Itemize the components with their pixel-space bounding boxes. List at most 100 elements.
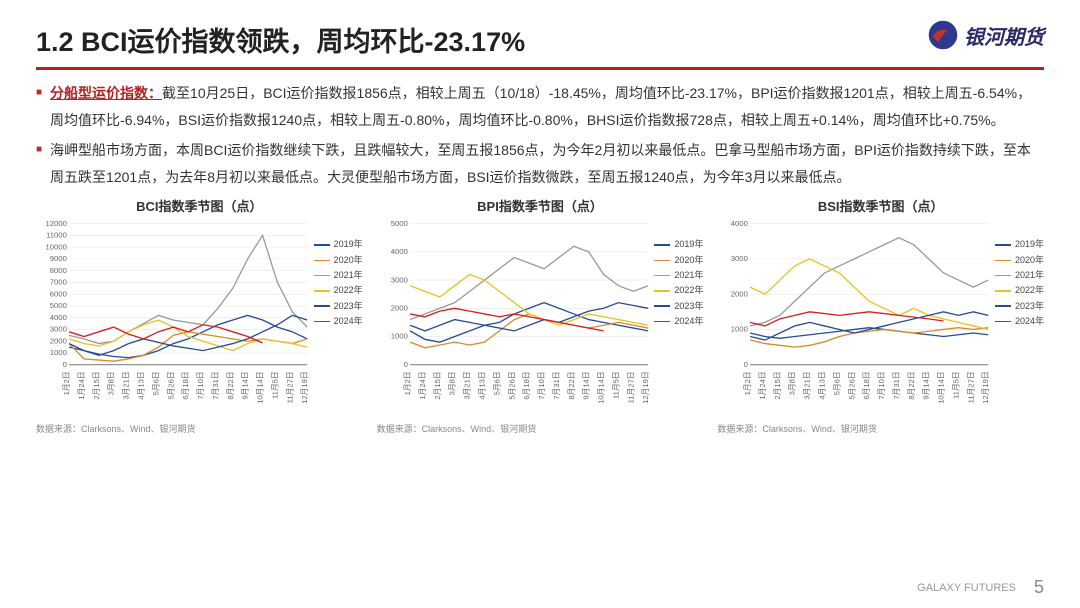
svg-text:0: 0 (403, 360, 407, 369)
svg-text:12月19日: 12月19日 (300, 372, 309, 405)
svg-text:9月14日: 9月14日 (241, 372, 250, 400)
svg-text:5月26日: 5月26日 (507, 372, 516, 400)
chart-source: 数据来源：Clarksons、Wind、银河期货 (377, 422, 704, 435)
legend-item: 2021年 (654, 268, 703, 283)
svg-text:7月31日: 7月31日 (211, 372, 220, 400)
svg-text:0: 0 (63, 360, 67, 369)
svg-text:2月15日: 2月15日 (92, 372, 101, 400)
svg-text:11000: 11000 (46, 231, 67, 240)
svg-text:4月13日: 4月13日 (137, 372, 146, 400)
svg-text:2000: 2000 (50, 337, 67, 346)
svg-text:2000: 2000 (390, 304, 407, 313)
legend-item: 2019年 (314, 237, 363, 252)
body-content: 分船型运价指数：截至10月25日，BCI运价指数报1856点，相较上周五（10/… (36, 80, 1044, 190)
svg-text:12000: 12000 (45, 219, 66, 228)
svg-text:9月14日: 9月14日 (922, 372, 931, 400)
chart-title: BSI指数季节图（点） (717, 196, 1044, 215)
svg-text:11月5日: 11月5日 (952, 372, 961, 400)
svg-text:1月2日: 1月2日 (743, 372, 752, 396)
chart-legend: 2019年2020年2021年2022年2023年2024年 (993, 217, 1044, 415)
svg-text:10000: 10000 (45, 243, 66, 252)
bullet-1-text: 截至10月25日，BCI运价指数报1856点，相较上周五（10/18）-18.4… (50, 85, 1031, 128)
chart-svg: 0100020003000400050001月2日1月24日2月15日3月8日3… (377, 217, 653, 415)
chart-source: 数据来源：Clarksons、Wind、银河期货 (717, 422, 1044, 435)
svg-text:9月14日: 9月14日 (581, 372, 590, 400)
svg-text:10月14日: 10月14日 (596, 372, 605, 405)
svg-text:3月8日: 3月8日 (788, 372, 797, 396)
svg-text:5月26日: 5月26日 (166, 372, 175, 400)
svg-text:1月24日: 1月24日 (418, 372, 427, 400)
chart-svg: 010002000300040001月2日1月24日2月15日3月8日3月21日… (717, 217, 993, 415)
brand-logo: 银河期货 (928, 20, 1044, 50)
svg-text:5月26日: 5月26日 (848, 372, 857, 400)
svg-text:5000: 5000 (390, 219, 407, 228)
legend-item: 2023年 (314, 299, 363, 314)
svg-text:5月6日: 5月6日 (833, 372, 842, 396)
svg-text:11月27日: 11月27日 (285, 372, 294, 404)
svg-text:3月21日: 3月21日 (803, 372, 812, 400)
svg-text:2000: 2000 (731, 290, 748, 299)
svg-text:3000: 3000 (390, 276, 407, 285)
svg-text:4月13日: 4月13日 (818, 372, 827, 400)
svg-text:7月10日: 7月10日 (196, 372, 205, 400)
svg-text:6月18日: 6月18日 (862, 372, 871, 400)
svg-text:3月8日: 3月8日 (447, 372, 456, 396)
svg-text:9000: 9000 (50, 254, 67, 263)
legend-item: 2022年 (995, 283, 1044, 298)
svg-text:7000: 7000 (50, 278, 67, 287)
svg-text:8000: 8000 (50, 266, 67, 275)
svg-text:1月2日: 1月2日 (62, 372, 71, 396)
bullet-2: 海岬型船市场方面，本周BCI运价指数继续下跌，且跌幅较大，至周五报1856点，为… (36, 137, 1044, 190)
chart-block-0: BCI指数季节图（点）01000200030004000500060007000… (36, 196, 363, 434)
legend-item: 2022年 (654, 283, 703, 298)
legend-item: 2023年 (654, 299, 703, 314)
svg-text:2月15日: 2月15日 (773, 372, 782, 400)
charts-row: BCI指数季节图（点） 0 1000 2000 3000 4000 5000 6000 7000… (36, 196, 1044, 434)
brand-logo-text: 银河期货 (964, 21, 1044, 50)
chart-block-2: BSI指数季节图（点）010002000300040001月2日1月24日2月1… (717, 196, 1044, 434)
galaxy-logo-icon (928, 20, 958, 50)
legend-item: 2024年 (995, 314, 1044, 329)
footer: GALAXY FUTURES 5 (917, 577, 1044, 598)
chart-title: BPI指数季节图（点） (377, 196, 704, 215)
svg-text:4000: 4000 (731, 219, 748, 228)
svg-text:6月18日: 6月18日 (181, 372, 190, 400)
legend-item: 2019年 (995, 237, 1044, 252)
svg-text:7月10日: 7月10日 (877, 372, 886, 400)
legend-item: 2024年 (654, 314, 703, 329)
page-number: 5 (1034, 577, 1044, 598)
footer-brand: GALAXY FUTURES (917, 582, 1016, 594)
legend-item: 2020年 (654, 253, 703, 268)
slide: 1.2 BCI运价指数领跌，周均环比-23.17% 银河期货 分船型运价指数：截… (0, 0, 1080, 608)
svg-text:6000: 6000 (50, 290, 67, 299)
bullet-1: 分船型运价指数：截至10月25日，BCI运价指数报1856点，相较上周五（10/… (36, 80, 1044, 133)
chart-legend: 2019年2020年2021年2022年2023年2024年 (652, 217, 703, 415)
svg-text:10月14日: 10月14日 (256, 372, 265, 405)
svg-text:3月21日: 3月21日 (122, 372, 131, 400)
svg-text:11月27日: 11月27日 (967, 372, 976, 404)
svg-text:12月19日: 12月19日 (641, 372, 650, 405)
svg-text:7月31日: 7月31日 (552, 372, 561, 400)
bullet-1-lead: 分船型运价指数： (50, 85, 162, 101)
svg-text:1000: 1000 (50, 349, 67, 358)
svg-text:1月24日: 1月24日 (77, 372, 86, 400)
svg-text:1000: 1000 (390, 332, 407, 341)
legend-item: 2021年 (314, 268, 363, 283)
svg-text:8月22日: 8月22日 (566, 372, 575, 400)
svg-text:11月5日: 11月5日 (611, 372, 620, 400)
chart-legend: 2019年2020年2021年2022年2023年2024年 (312, 217, 363, 415)
chart-svg: 0100020003000400050006000700080009000100… (36, 217, 312, 415)
svg-text:8月22日: 8月22日 (226, 372, 235, 400)
svg-text:4月13日: 4月13日 (477, 372, 486, 400)
svg-text:2月15日: 2月15日 (433, 372, 442, 400)
svg-text:3月21日: 3月21日 (462, 372, 471, 400)
svg-text:3000: 3000 (50, 325, 67, 334)
legend-item: 2021年 (995, 268, 1044, 283)
bullet-2-text: 海岬型船市场方面，本周BCI运价指数继续下跌，且跌幅较大，至周五报1856点，为… (50, 142, 1031, 185)
svg-text:5000: 5000 (50, 302, 67, 311)
legend-item: 2022年 (314, 283, 363, 298)
svg-text:7月10日: 7月10日 (537, 372, 546, 400)
chart-title: BCI指数季节图（点） (36, 196, 363, 215)
chart-block-1: BPI指数季节图（点）0100020003000400050001月2日1月24… (377, 196, 704, 434)
svg-text:12月19日: 12月19日 (982, 372, 991, 405)
